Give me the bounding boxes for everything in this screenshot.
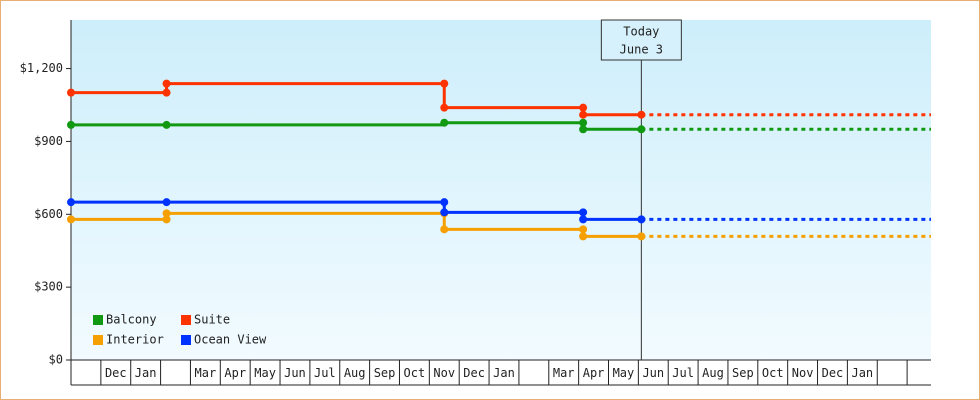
series-point <box>440 198 449 207</box>
x-tick-label: Apr <box>224 366 246 380</box>
x-tick-label: Dec <box>822 366 844 380</box>
series-point <box>637 215 646 224</box>
series-point <box>579 225 588 234</box>
series-point <box>440 103 449 112</box>
x-tick-label: Sep <box>374 366 396 380</box>
y-tick-label: $300 <box>34 280 63 294</box>
x-tick-label: Mar <box>553 366 575 380</box>
today-label: Today <box>623 25 659 39</box>
series-point <box>162 198 171 207</box>
series-point <box>579 118 588 127</box>
x-tick-label: Jun <box>284 366 306 380</box>
series-point <box>579 125 588 134</box>
x-tick-label: Jan <box>135 366 157 380</box>
legend-label: Ocean View <box>194 333 267 347</box>
y-tick-label: $900 <box>34 134 63 148</box>
series-point <box>440 208 449 217</box>
series-point <box>162 209 171 218</box>
plot-area <box>71 20 931 360</box>
today-box <box>600 19 682 61</box>
x-tick-label: Aug <box>344 366 366 380</box>
x-tick-label: Oct <box>762 366 784 380</box>
series-point <box>162 215 171 224</box>
series-point <box>440 79 449 88</box>
y-tick-label: $0 <box>49 353 63 367</box>
legend-swatch <box>93 335 103 345</box>
x-tick-label: May <box>254 366 276 380</box>
series-point <box>162 79 171 88</box>
series-point <box>440 118 449 127</box>
x-tick-label: Sep <box>732 366 754 380</box>
series-point <box>67 120 75 129</box>
series-point <box>637 125 646 134</box>
legend-label: Suite <box>194 313 230 327</box>
legend-label: Balcony <box>106 313 157 327</box>
series-point <box>162 120 171 129</box>
x-tick-label: Jul <box>314 366 336 380</box>
series-point <box>162 88 171 97</box>
x-tick-label: Dec <box>463 366 485 380</box>
x-tick-label: Nov <box>433 366 455 380</box>
series-point <box>579 110 588 119</box>
x-tick-label: Jul <box>672 366 694 380</box>
legend-swatch <box>93 315 103 325</box>
x-tick-label: Aug <box>702 366 724 380</box>
series-point <box>579 103 588 112</box>
series-point <box>67 198 75 207</box>
series-point <box>579 232 588 241</box>
x-tick-label: Mar <box>195 366 217 380</box>
series-point <box>440 225 449 234</box>
y-tick-label: $1,200 <box>20 61 63 75</box>
x-tick-label: Nov <box>792 366 814 380</box>
series-point <box>579 208 588 217</box>
series-point <box>579 215 588 224</box>
x-tick-label: Jan <box>851 366 873 380</box>
y-tick-label: $600 <box>34 207 63 221</box>
series-point <box>67 88 75 97</box>
x-tick-label: Jan <box>493 366 515 380</box>
series-point <box>637 110 646 119</box>
x-tick-label: May <box>613 366 635 380</box>
legend-label: Interior <box>106 333 164 347</box>
x-tick-label: Apr <box>583 366 605 380</box>
legend-swatch <box>181 335 191 345</box>
series-point <box>637 232 646 241</box>
x-tick-label: Jun <box>642 366 664 380</box>
x-tick-label: Dec <box>105 366 127 380</box>
today-label: June 3 <box>620 43 663 57</box>
x-tick-label: Oct <box>404 366 426 380</box>
legend-swatch <box>181 315 191 325</box>
series-point <box>67 215 75 224</box>
